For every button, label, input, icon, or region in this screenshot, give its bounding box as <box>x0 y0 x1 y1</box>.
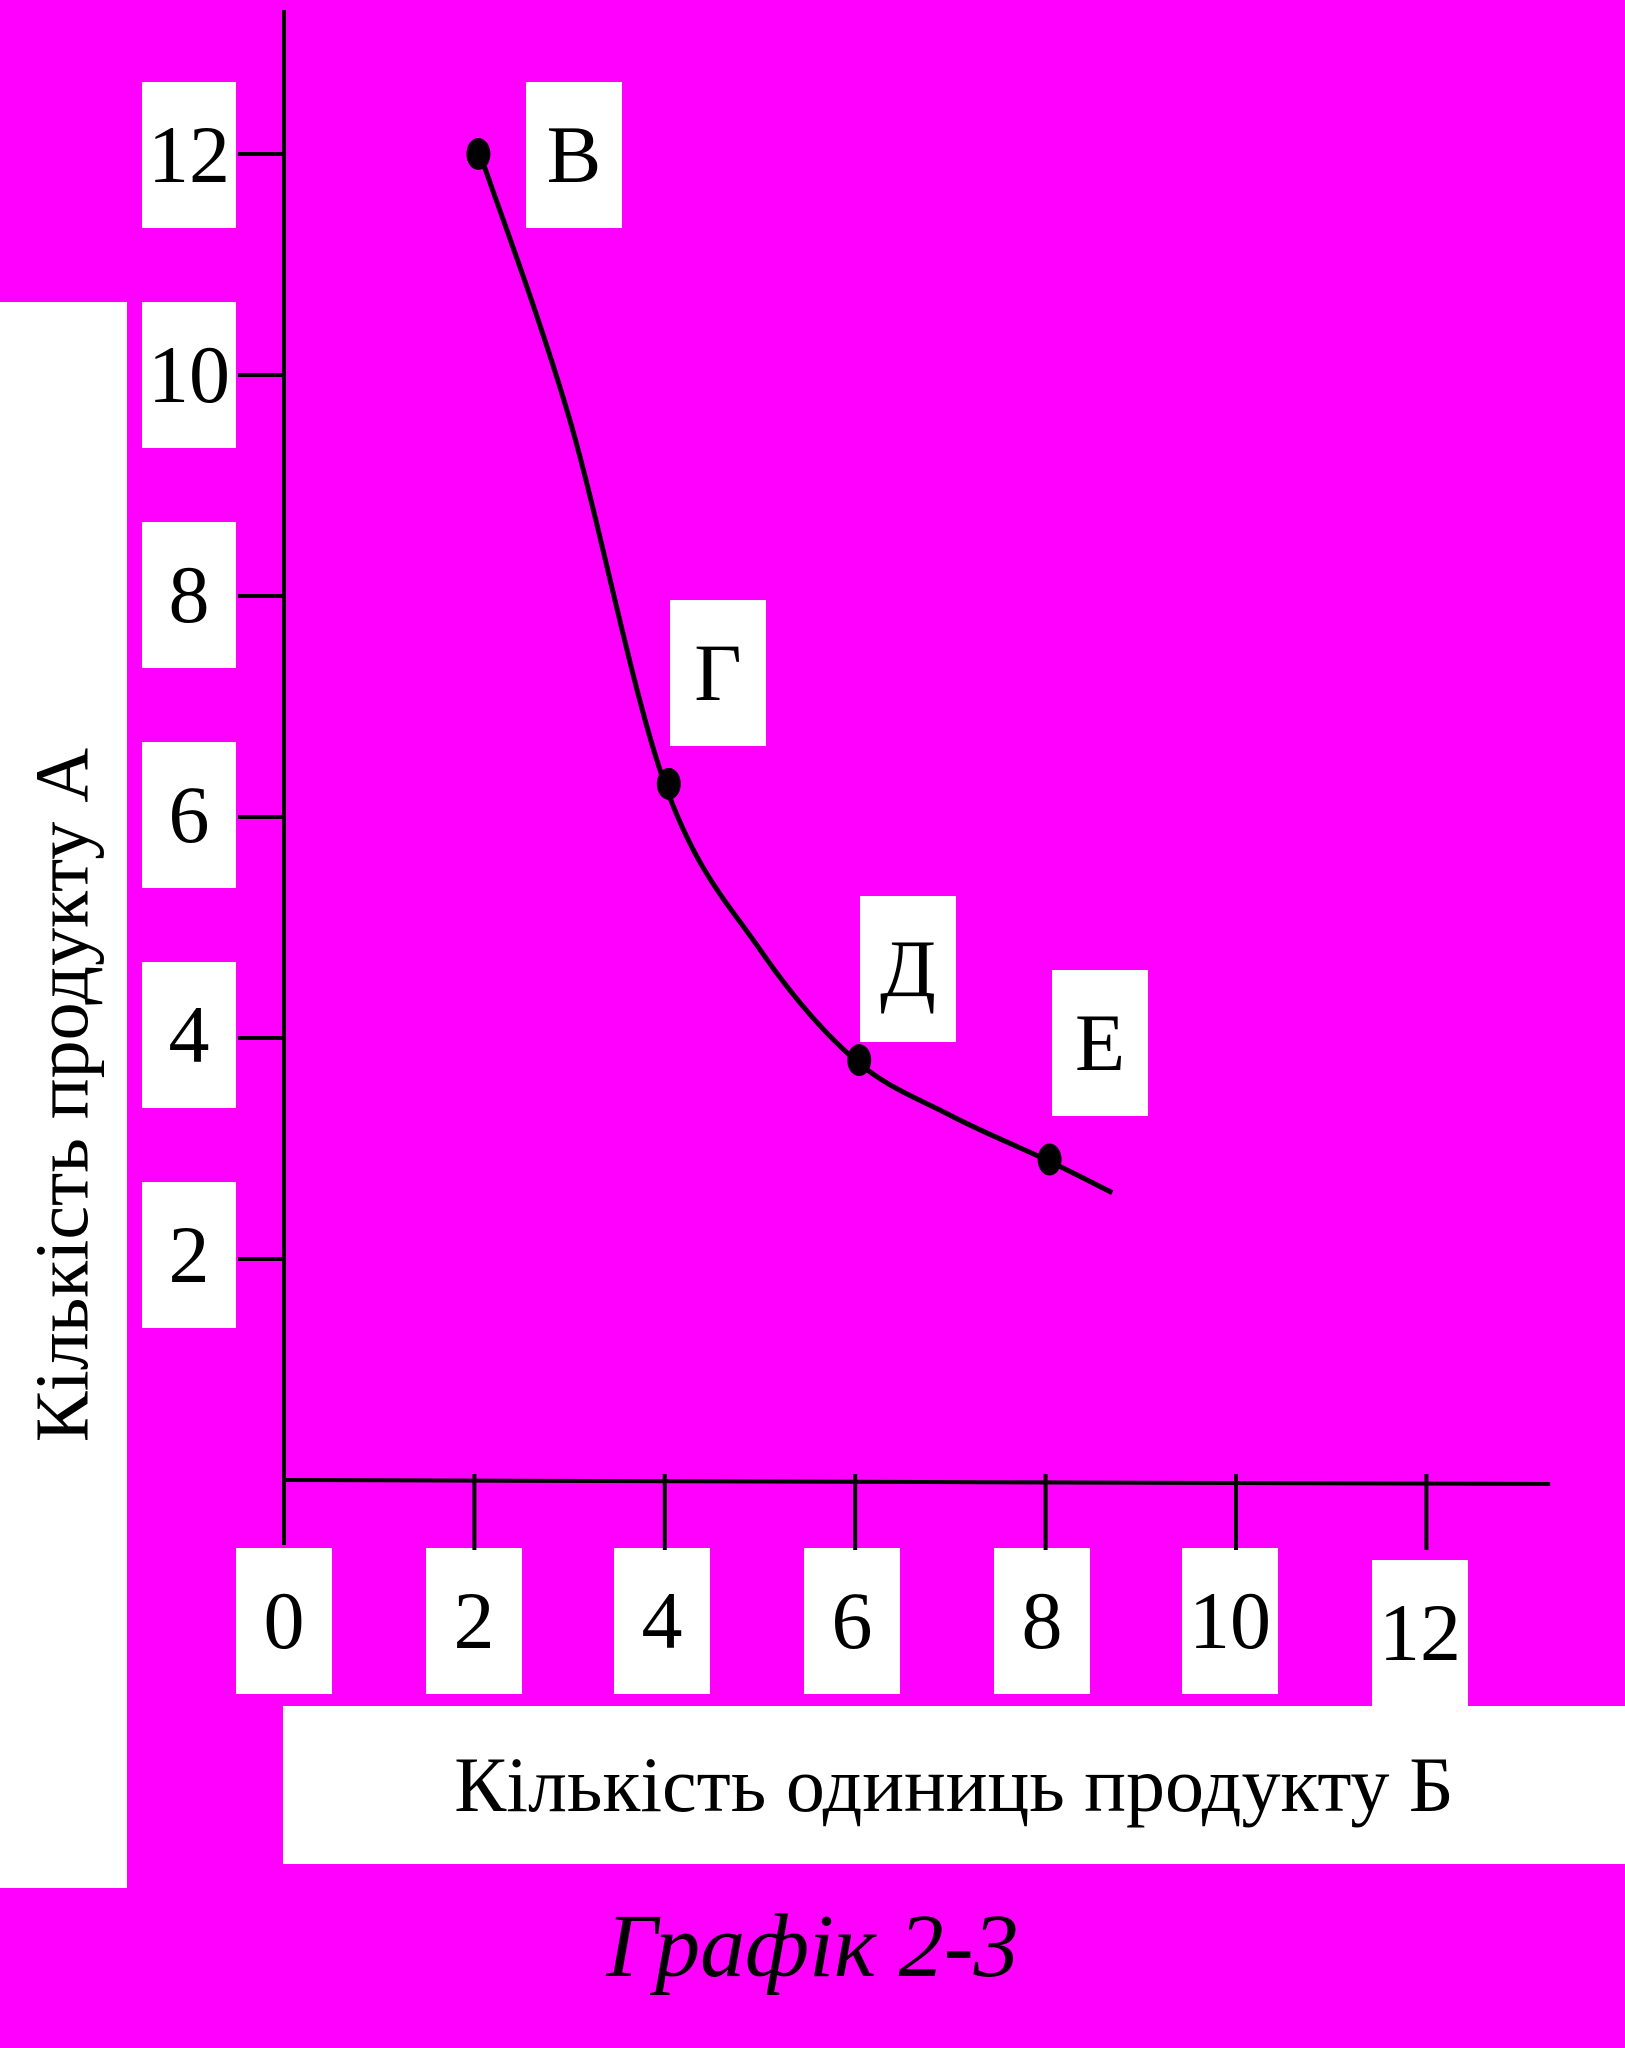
x-axis-label: Кількість одиниць продукту Б <box>283 1706 1625 1864</box>
y-tick-label-10: 10 <box>142 302 236 448</box>
figure-caption: Графік 2-3 <box>606 1897 1019 1996</box>
x-axis-line <box>283 1478 1551 1486</box>
x-tick-label-8: 8 <box>994 1548 1090 1694</box>
point-label-v: В <box>526 82 622 228</box>
y-tick-label-8: 8 <box>142 522 236 668</box>
x-tick-label-6: 6 <box>804 1548 900 1694</box>
point-label-h: Г <box>670 600 766 746</box>
x-tick-label-0: 0 <box>236 1548 332 1694</box>
y-axis-label-box <box>0 302 127 1888</box>
x-tick-label-2: 2 <box>426 1548 522 1694</box>
y-tick-label-4: 4 <box>142 962 236 1108</box>
series-curve <box>481 164 1114 1195</box>
x-tick-label-12: 12 <box>1372 1560 1468 1706</box>
data-point-3 <box>847 1044 872 1077</box>
data-point-1 <box>466 138 491 170</box>
y-tick-label-2: 2 <box>142 1182 236 1328</box>
x-tick-label-4: 4 <box>614 1548 710 1694</box>
y-tick-label-12: 12 <box>142 82 236 228</box>
y-tick-label-6: 6 <box>142 742 236 888</box>
point-label-d: Д <box>860 896 956 1042</box>
x-tick-label-10: 10 <box>1182 1548 1278 1694</box>
data-point-2 <box>656 767 681 800</box>
point-label-ye: Е <box>1052 970 1148 1116</box>
data-point-4 <box>1037 1143 1062 1176</box>
